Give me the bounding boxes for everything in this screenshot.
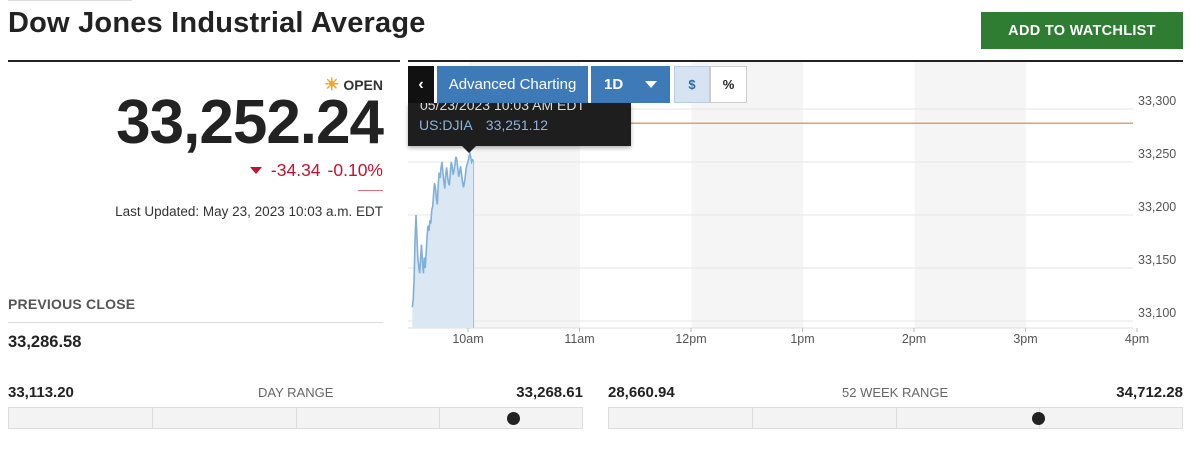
- percent-toggle[interactable]: %: [710, 66, 747, 103]
- y-tick-label: 33,150: [1138, 253, 1176, 267]
- range-segment-divider: [439, 408, 440, 428]
- 52-week-range-high: 34,712.28: [1116, 384, 1183, 401]
- x-tick-label: 12pm: [675, 332, 706, 346]
- x-tick-label: 3pm: [1013, 332, 1037, 346]
- 52-week-range-marker: [1032, 412, 1046, 425]
- range-segment-divider: [296, 408, 297, 428]
- x-tick-label: 10am: [452, 332, 483, 346]
- price-change: -34.34 -0.10%: [249, 160, 383, 181]
- chart-divider: [408, 60, 1183, 62]
- intraday-chart[interactable]: 33,300 33,250 33,200 33,150 33,100 10am 11am 12…: [408, 62, 1191, 352]
- page-title: Dow Jones Industrial Average: [8, 7, 426, 39]
- day-range-low: 33,113.20: [8, 384, 74, 401]
- range-segment-divider: [896, 408, 897, 428]
- previous-close-value: 33,286.58: [8, 333, 82, 351]
- day-range-high: 33,268.61: [516, 384, 583, 401]
- range-segment-divider: [152, 408, 153, 428]
- tooltip-date: 05/23/2023 10:03 AM EDT: [420, 103, 585, 113]
- change-points: -34.34: [270, 160, 321, 180]
- y-tick-label: 33,250: [1138, 147, 1176, 161]
- tooltip-value: 33,251.12: [485, 117, 549, 133]
- y-tick-label: 33,100: [1138, 306, 1176, 320]
- day-range-marker: [506, 412, 520, 425]
- tooltip-pointer: [462, 146, 476, 153]
- day-range-label: DAY RANGE: [258, 385, 334, 400]
- 52-week-range-bar: [608, 407, 1183, 429]
- dollar-toggle[interactable]: $: [674, 66, 710, 103]
- sun-icon: ☀: [324, 75, 340, 94]
- quote-divider: [8, 60, 400, 62]
- change-percent: -0.10%: [327, 160, 383, 180]
- day-range-bar: [8, 407, 583, 429]
- 52-week-range-low: 28,660.94: [608, 384, 675, 401]
- market-status: ☀ OPEN: [324, 76, 383, 93]
- top-rule: [8, 0, 132, 1]
- x-tick-label: 4pm: [1125, 332, 1149, 346]
- range-segment-divider: [752, 408, 753, 428]
- down-arrow-icon: [249, 167, 262, 174]
- tooltip-symbol: US:DJIA: [419, 117, 472, 133]
- x-tick-label: 11am: [564, 332, 594, 346]
- collapse-chart-button[interactable]: ‹: [408, 66, 434, 103]
- hour-band: [691, 62, 803, 328]
- advanced-charting-button[interactable]: Advanced Charting: [437, 66, 588, 103]
- hour-band: [914, 62, 1026, 328]
- price-area: [412, 153, 474, 328]
- change-underline: [358, 190, 383, 191]
- previous-close-label: PREVIOUS CLOSE: [8, 296, 136, 312]
- y-tick-label: 33,300: [1138, 94, 1176, 108]
- x-tick-label: 1pm: [790, 332, 814, 346]
- chart-tooltip: 05/23/2023 10:03 AM EDT US:DJIA 33,251.1…: [408, 103, 631, 146]
- time-range-value: 1D: [604, 76, 624, 93]
- x-tick-label: 2pm: [902, 332, 926, 346]
- previous-close-divider: [8, 322, 383, 323]
- y-tick-label: 33,200: [1138, 200, 1176, 214]
- current-price: 33,252.24: [116, 88, 384, 157]
- 52-week-range-label: 52 WEEK RANGE: [842, 385, 949, 400]
- add-to-watchlist-button[interactable]: ADD TO WATCHLIST: [981, 12, 1183, 49]
- chevron-down-icon: [645, 81, 657, 88]
- market-status-label: OPEN: [343, 76, 383, 93]
- chart-svg[interactable]: 33,300 33,250 33,200 33,150 33,100 10am 11am 12…: [408, 62, 1191, 352]
- last-updated: Last Updated: May 23, 2023 10:03 a.m. ED…: [115, 204, 383, 219]
- time-range-dropdown[interactable]: 1D: [591, 66, 670, 103]
- price-line: [411, 150, 475, 308]
- tooltip-series: US:DJIA 33,251.12: [419, 117, 548, 133]
